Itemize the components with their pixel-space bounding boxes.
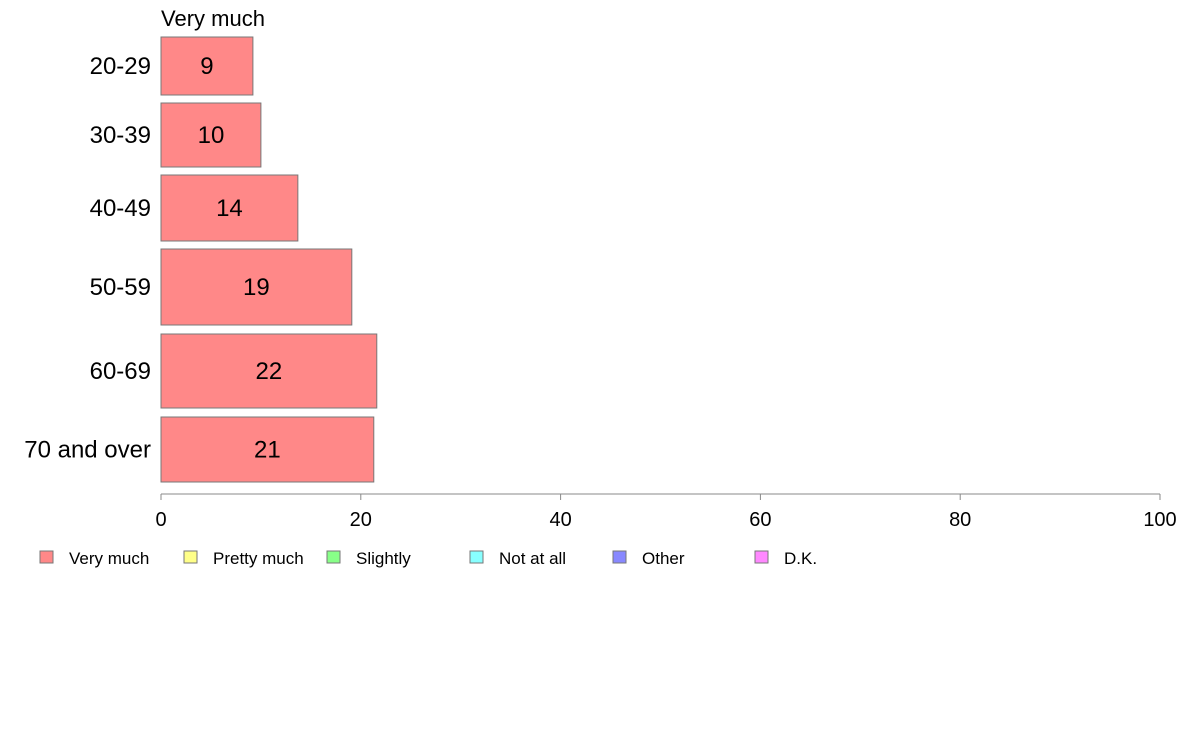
legend-label: Pretty much [213, 549, 304, 568]
legend-swatch [754, 550, 769, 564]
x-tick-label: 100 [1143, 509, 1176, 531]
category-label: 40-49 [90, 195, 151, 222]
legend-label: Not at all [499, 549, 566, 568]
x-tick-label: 80 [949, 509, 971, 531]
legend-swatch [183, 550, 198, 564]
bar-value-label: 14 [216, 195, 243, 222]
x-axis: 0 20 40 60 80 100 [155, 493, 1177, 531]
category-label: 50-59 [90, 274, 151, 301]
legend-swatch [39, 550, 54, 564]
legend-label: D.K. [784, 549, 817, 568]
category-label: 30-39 [90, 122, 151, 149]
bar-value-label: 9 [200, 53, 213, 80]
bars-layer: 9 20-29 10 30-39 14 40-49 19 50-59 22 60-69 21 70 a… [24, 36, 378, 483]
x-tick-label: 0 [155, 509, 166, 531]
legend-swatch [469, 550, 484, 564]
bar-value-label: 19 [243, 274, 270, 301]
bar-0 [160, 36, 254, 96]
x-tick-label: 40 [549, 509, 571, 531]
bar-value-label: 21 [254, 437, 281, 464]
x-tick-label: 20 [350, 509, 372, 531]
category-label: 70 and over [24, 437, 151, 464]
bar-1 [160, 102, 262, 168]
legend-label: Very much [69, 549, 149, 568]
category-label: 60-69 [90, 358, 151, 385]
bar-2 [160, 174, 299, 242]
x-tick-label: 60 [749, 509, 771, 531]
legend-label: Slightly [356, 549, 411, 568]
legend-label: Other [642, 549, 685, 568]
legend-swatch [326, 550, 341, 564]
panel-title: Very much [161, 6, 265, 31]
bar-3 [160, 248, 353, 326]
bar-4 [160, 333, 378, 409]
bar-5 [160, 416, 375, 483]
category-label: 20-29 [90, 53, 151, 80]
bar-value-label: 22 [256, 358, 283, 385]
legend: Very much Pretty much Slightly Not at all Ot… [39, 549, 817, 568]
legend-swatch [612, 550, 627, 564]
bar-value-label: 10 [198, 122, 225, 149]
